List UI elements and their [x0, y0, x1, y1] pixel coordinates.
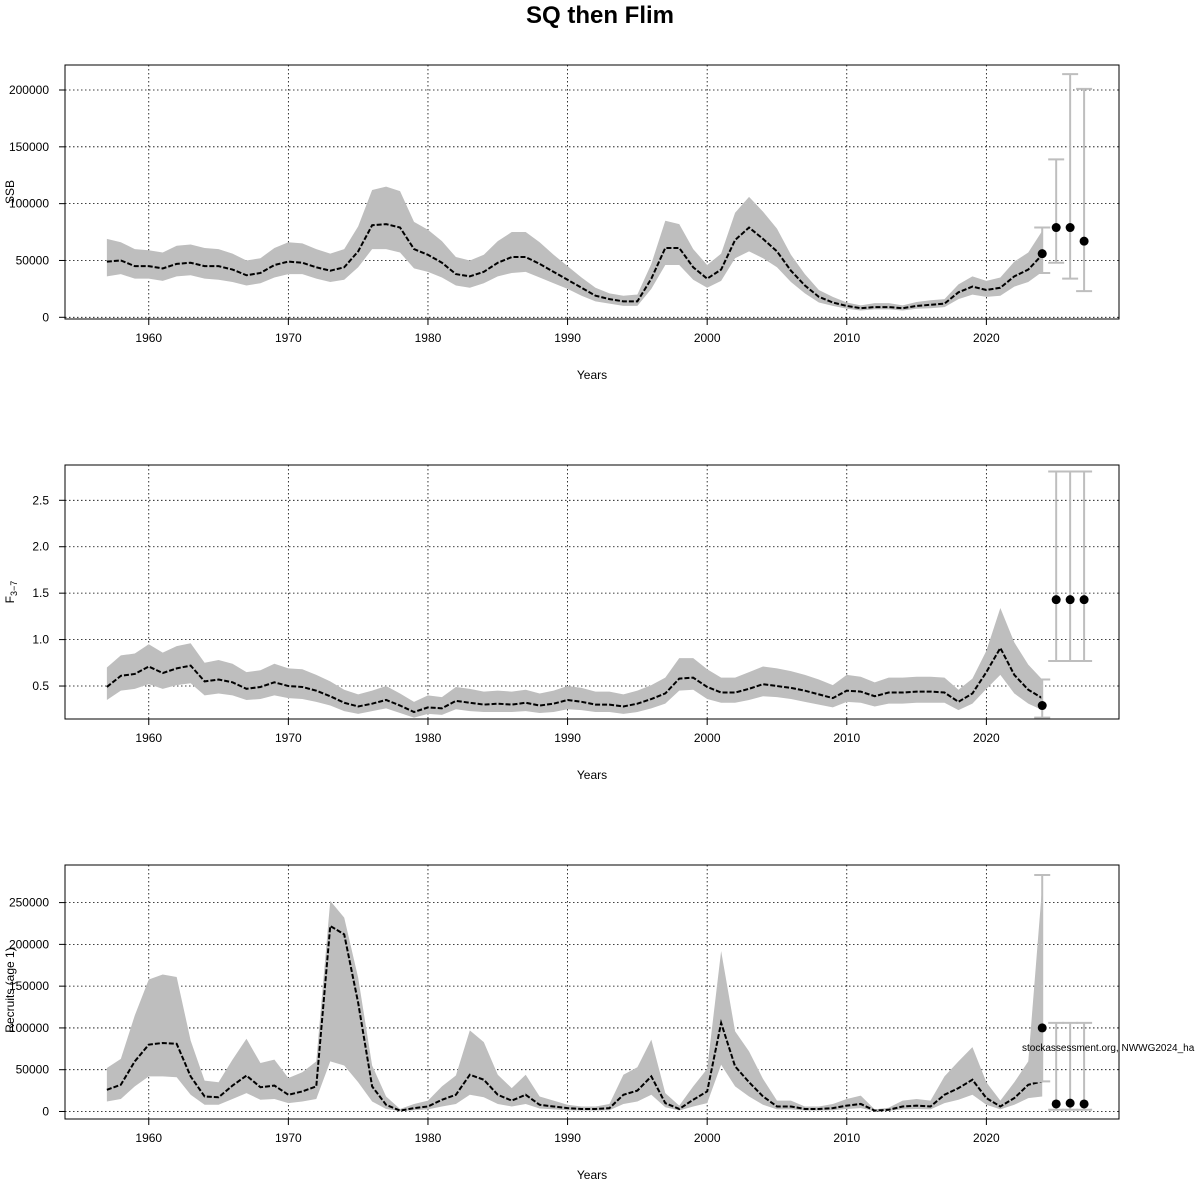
f-xtick-label-1: 1970 [275, 731, 302, 745]
ssb-plot-frame [64, 64, 1120, 320]
ssb-forecast-point-0 [1037, 249, 1047, 259]
f-xaxis-label: Years [577, 768, 607, 782]
f-xtick-label-4: 2000 [694, 731, 721, 745]
ssb-ytick-label-1: 50000 [16, 253, 50, 267]
f-ytick-label-1: 1.0 [32, 633, 49, 647]
ssb-forecast-point-1 [1051, 223, 1061, 233]
f-yaxis-label-subscript: 3−7 [9, 581, 19, 596]
recruits-forecast-point-0 [1037, 1023, 1047, 1033]
figure-title: SQ then Flim [525, 2, 674, 29]
ssb-xtick-label-3: 1990 [554, 331, 581, 345]
recruits-forecast-point-2 [1065, 1098, 1075, 1108]
f-forecast-point-2 [1065, 595, 1075, 605]
recruits-ytick-label-2: 100000 [9, 1021, 49, 1035]
recruits-xtick-label-2: 1980 [415, 1131, 442, 1145]
recruits-yaxis-label: Recruits (age 1) [3, 947, 17, 1032]
recruits-ytick-label-0: 0 [42, 1104, 49, 1118]
recruits-xtick-label-6: 2020 [973, 1131, 1000, 1145]
ssb-xtick-label-4: 2000 [694, 331, 721, 345]
recruits-ytick-label-3: 150000 [9, 979, 49, 993]
recruits-xtick-label-1: 1970 [275, 1131, 302, 1145]
ssb-ytick-label-3: 150000 [9, 140, 49, 154]
f-plot-frame [64, 464, 1120, 720]
ssb-xtick-label-6: 2020 [973, 331, 1000, 345]
recruits-ytick-label-5: 250000 [9, 896, 49, 910]
f-forecast-point-1 [1051, 595, 1061, 605]
f-xtick-label-6: 2020 [973, 731, 1000, 745]
ssb-forecast-point-2 [1065, 223, 1075, 233]
f-ytick-label-3: 2.0 [32, 540, 49, 554]
ssb-xtick-label-5: 2010 [833, 331, 860, 345]
recruits-forecast-point-1 [1051, 1099, 1061, 1109]
f-ytick-label-4: 2.5 [32, 493, 49, 507]
ssb-forecast-point-3 [1079, 236, 1089, 246]
f-forecast-point-0 [1037, 701, 1047, 711]
f-xtick-label-5: 2010 [833, 731, 860, 745]
f-yaxis-label: F3−7 [3, 581, 19, 604]
ssb-ytick-label-4: 200000 [9, 83, 49, 97]
recruits-ytick-label-4: 200000 [9, 937, 49, 951]
recruits-estimate-line [106, 924, 1043, 1112]
f-xtick-label-0: 1960 [135, 731, 162, 745]
ssb-panel: 1960 1970 1980 1990 2000 2010 2020 0 50000 100000… [3, 64, 1120, 382]
ssb-xtick-label-2: 1980 [415, 331, 442, 345]
watermark-text: stockassessment.org, NWWG2024_ha [1022, 1043, 1195, 1054]
recruits-xtick-label-5: 2010 [833, 1131, 860, 1145]
recruits-plot-frame [64, 864, 1120, 1120]
f-forecast-point-3 [1079, 595, 1089, 605]
ssb-estimate-line [106, 223, 1043, 310]
ssb-xtick-label-0: 1960 [135, 331, 162, 345]
ssb-confidence-band [106, 186, 1043, 311]
f-confidence-band [106, 608, 1043, 718]
recruits-panel: 1960 1970 1980 1990 2000 2010 2020 0 50000 100000… [3, 864, 1120, 1182]
recruits-xtick-label-3: 1990 [554, 1131, 581, 1145]
ssb-ytick-label-2: 100000 [9, 197, 49, 211]
recruits-ytick-label-1: 50000 [16, 1063, 50, 1077]
recruits-forecast-point-3 [1079, 1099, 1089, 1109]
ssb-xaxis-label: Years [577, 368, 607, 382]
ssb-xtick-label-1: 1970 [275, 331, 302, 345]
recruits-confidence-band [106, 885, 1043, 1112]
f-xtick-label-3: 1990 [554, 731, 581, 745]
fishing-mortality-panel: 1960 1970 1980 1990 2000 2010 2020 0.5 1.0 1.5 2.0… [3, 464, 1120, 782]
recruits-xtick-label-4: 2000 [694, 1131, 721, 1145]
ssb-ytick-label-0: 0 [42, 310, 49, 324]
f-ytick-label-2: 1.5 [32, 586, 49, 600]
f-estimate-line [106, 645, 1043, 714]
f-xtick-label-2: 1980 [415, 731, 442, 745]
recruits-xtick-label-0: 1960 [135, 1131, 162, 1145]
ssb-yaxis-label: SSB [3, 180, 17, 204]
f-ytick-label-0: 0.5 [32, 679, 49, 693]
recruits-xaxis-label: Years [577, 1168, 607, 1182]
